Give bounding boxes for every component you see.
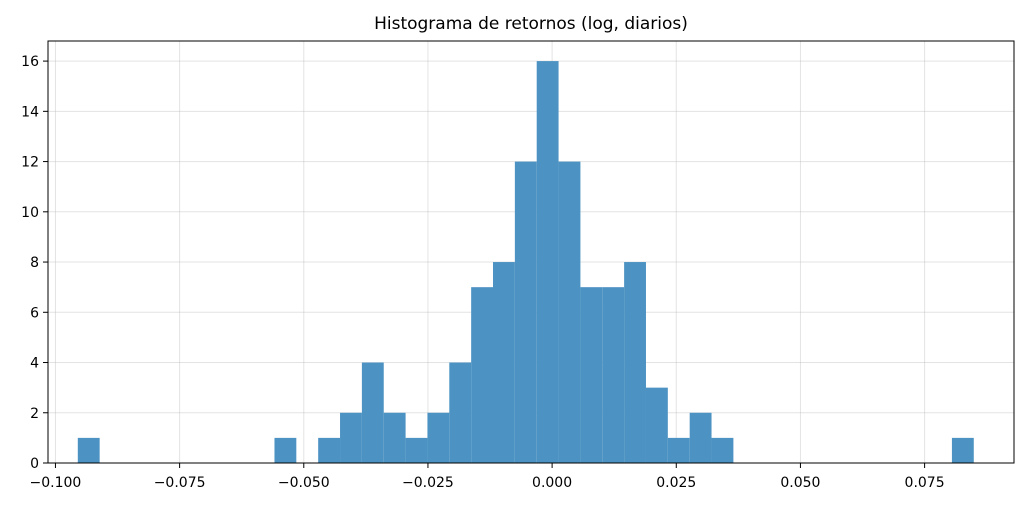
histogram-bar-18 xyxy=(471,287,494,463)
y-tick-label-2: 4 xyxy=(30,356,39,372)
x-tick-label-2: −0.050 xyxy=(278,475,330,491)
y-tick-label-8: 16 xyxy=(21,54,39,70)
x-tick-label-5: 0.025 xyxy=(656,475,696,491)
histogram-bar-28 xyxy=(689,412,712,463)
plot-frame xyxy=(47,40,1015,464)
histogram-bar-25 xyxy=(624,262,646,463)
histogram-bar-0 xyxy=(77,437,100,463)
x-tick-label-3: −0.025 xyxy=(402,475,454,491)
y-tick-label-5: 10 xyxy=(21,205,39,221)
histogram-bar-16 xyxy=(427,412,450,463)
histogram-bar-23 xyxy=(580,287,603,463)
histogram-bar-22 xyxy=(558,161,581,464)
x-tick-label-1: −0.075 xyxy=(154,475,206,491)
histogram-bar-21 xyxy=(536,61,559,463)
histogram-bar-12 xyxy=(340,412,362,463)
x-tick-label-6: 0.050 xyxy=(780,475,820,491)
y-tick-label-0: 0 xyxy=(30,456,39,472)
y-tick-label-7: 14 xyxy=(21,104,39,120)
y-tick-label-4: 8 xyxy=(30,255,39,271)
histogram-bar-40 xyxy=(951,437,974,463)
histogram-bar-9 xyxy=(274,437,297,463)
histogram-bar-20 xyxy=(514,161,537,464)
x-axis-ticks: −0.100 −0.075 −0.050 −0.025 0.000 0.025 0.050 0… xyxy=(30,463,945,491)
histogram-bar-19 xyxy=(493,262,515,463)
y-tick-label-3: 6 xyxy=(30,305,39,321)
x-tick-label-0: −0.100 xyxy=(30,475,82,491)
histogram-bar-26 xyxy=(645,387,668,463)
y-tick-label-1: 2 xyxy=(30,406,39,422)
x-tick-label-7: 0.075 xyxy=(905,475,945,491)
histogram-bar-17 xyxy=(449,362,472,463)
histogram-bar-13 xyxy=(361,362,384,463)
histogram-bar-29 xyxy=(711,437,734,463)
histogram-bars xyxy=(77,61,974,464)
histogram-bar-27 xyxy=(667,437,690,463)
histogram-bar-14 xyxy=(383,412,406,463)
histogram-bar-15 xyxy=(405,437,428,463)
histogram-bar-24 xyxy=(602,287,625,463)
x-tick-label-4: 0.000 xyxy=(532,475,572,491)
histogram-bar-11 xyxy=(318,437,341,463)
y-axis-ticks: 0 2 4 6 8 10 12 14 16 xyxy=(21,54,48,472)
chart-title: Histograma de retornos (log, diarios) xyxy=(374,14,688,34)
y-tick-label-6: 12 xyxy=(21,155,39,171)
